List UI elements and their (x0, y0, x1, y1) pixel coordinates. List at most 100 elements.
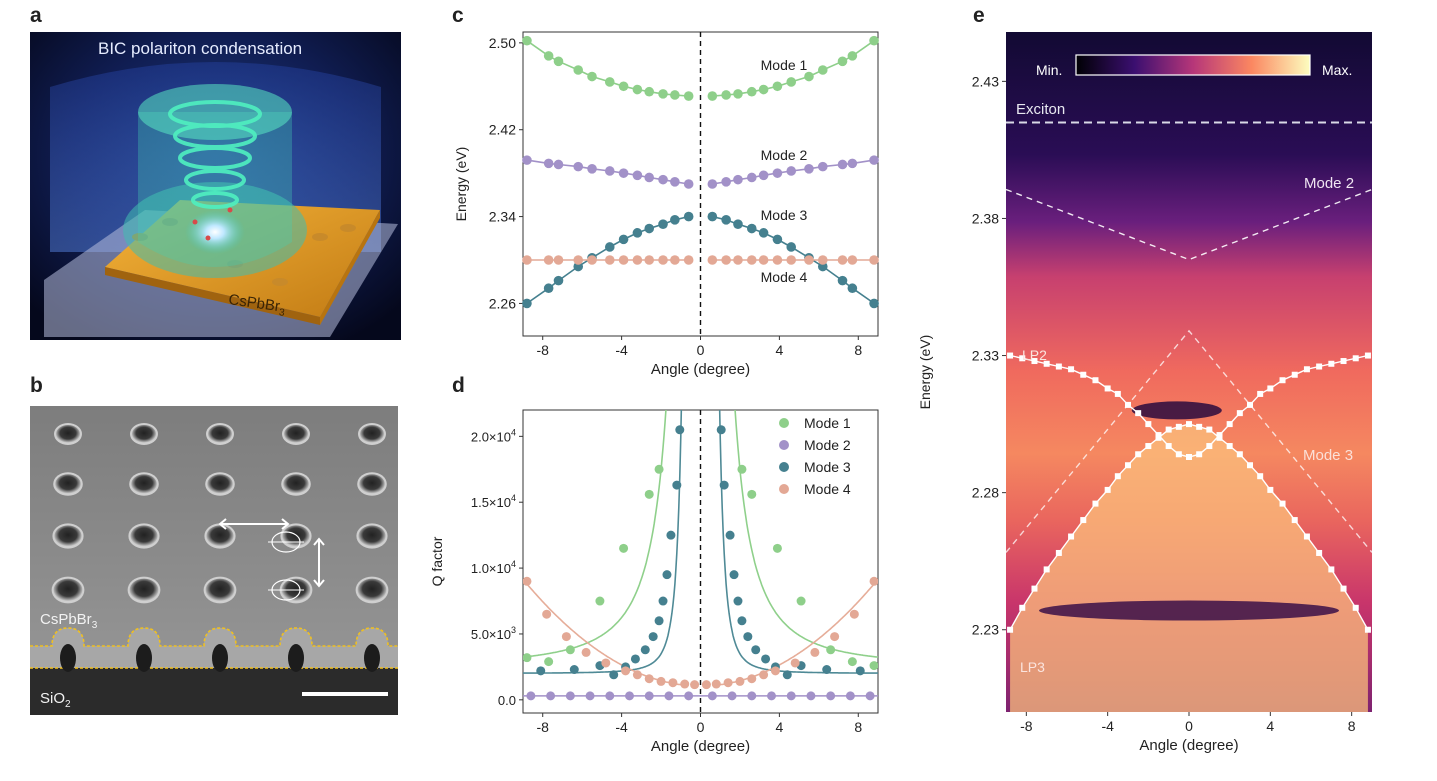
chart-d-point (523, 653, 532, 663)
chart-e-lp3-point (1068, 533, 1075, 540)
chart-c-series-label: Mode 1 (761, 57, 808, 73)
chart-e-lp3-point (1352, 604, 1359, 611)
chart-e-lp3-point (1165, 426, 1172, 433)
chart-d-point (654, 464, 664, 474)
chart-e-dark-band (1039, 600, 1339, 621)
chart-c-point (786, 255, 797, 265)
chart-e-lp2-point (1340, 358, 1347, 365)
chart-c-point (573, 261, 584, 272)
chart-d-point (601, 658, 611, 668)
chart-c-point (632, 255, 643, 265)
chart-c-point (772, 255, 783, 265)
chart-c-point (632, 228, 643, 238)
chart-c-point (869, 298, 879, 309)
chart-d-point (701, 680, 711, 690)
chart-d-point (711, 679, 721, 689)
chart-d-point (810, 647, 820, 657)
chart-c-point (733, 174, 743, 185)
chart-d-point (735, 676, 745, 686)
chart-e-lp3-point (1031, 585, 1038, 592)
chart-d-point (668, 678, 678, 688)
chart-d-point (782, 670, 792, 680)
chart-e-lp3-point (1247, 462, 1253, 469)
chart-e-lp3-point (1340, 585, 1347, 592)
chart-d-point (561, 632, 571, 642)
chart-c-frame (522, 31, 879, 337)
chart-c-series-label: Mode 2 (761, 147, 808, 163)
chart-e-xtick-label: -8 (1020, 718, 1033, 734)
chart-c-point (618, 168, 629, 178)
chart-c-ytick-label: 2.34 (489, 209, 516, 225)
chart-c-point (522, 255, 532, 265)
chart-d-point (767, 691, 776, 701)
chart-d-point (658, 596, 668, 606)
chart-e-lp2-line (1009, 354, 1369, 458)
chart-c-point (721, 177, 731, 187)
chart-c-point (573, 255, 584, 265)
chart-d-xtick-label: 8 (854, 719, 862, 735)
chart-e-lp3-point (1279, 500, 1286, 507)
chart-d-ytick-label: 0.0 (498, 693, 516, 708)
panel-a-schematic: BIC polariton condensation CsPbBr3 (30, 32, 401, 340)
chart-d-point (581, 647, 591, 657)
chart-c-point (758, 84, 769, 95)
chart-d-point (595, 661, 605, 671)
chart-d-point (664, 691, 674, 701)
chart-c-point (707, 255, 718, 265)
chart-d-point (544, 657, 554, 667)
chart-e-lp2-point (1291, 371, 1298, 378)
chart-c-series-label: Mode 3 (761, 207, 808, 223)
chart-e-lp3-point (1216, 434, 1223, 441)
chart-c-point (837, 275, 848, 286)
chart-c-point (758, 170, 769, 181)
chart-d-ytick-label: 1.5×104 (471, 493, 516, 510)
chart-c-point (837, 159, 848, 170)
chart-e-lp2-point (1031, 358, 1038, 365)
chart-d-fit-curve (523, 578, 689, 687)
chart-e-lp3-point (1364, 626, 1371, 633)
chart-e-lp2-point (1226, 421, 1233, 428)
chart-e-exciton-label: Exciton (1016, 101, 1065, 118)
chart-d-point (747, 691, 757, 701)
chart-d-legend-marker (779, 462, 789, 472)
sem-hole-cross-section (60, 644, 76, 672)
chart-c-point (644, 86, 655, 97)
chart-c-point (746, 86, 757, 97)
panel-letter-b: b (30, 374, 43, 397)
chart-c-point (587, 164, 597, 174)
chart-c-point (847, 51, 858, 61)
chart-e-lp2-point (1257, 390, 1264, 397)
chart-c-point (746, 223, 757, 234)
chart-e-mode2-label: Mode 2 (1304, 175, 1354, 192)
chart-d-point (619, 543, 629, 553)
chart-c-point (869, 255, 879, 265)
chart-c-point (543, 51, 554, 61)
panel-letter-c: c (452, 4, 464, 27)
chart-c-point (786, 77, 797, 87)
chart-d-point (565, 645, 575, 655)
chart-e-lp2-point (1080, 371, 1087, 378)
chart-e-lp2-point (1165, 443, 1172, 450)
chart-d-point (542, 609, 552, 619)
chart-c-ytick-label: 2.42 (489, 122, 516, 138)
panel-b-illustration: CsPbBr3 SiO2 (30, 406, 398, 715)
sem-hole (208, 425, 232, 443)
chart-d-point (869, 661, 878, 671)
chart-d-point (737, 616, 747, 626)
chart-d-point (786, 691, 796, 701)
chart-e-lp2-point (1145, 421, 1152, 428)
chart-c-point (707, 91, 718, 101)
chart-c-point (804, 255, 814, 265)
chart-c-point (746, 172, 757, 183)
chart-e-lp2-point (1206, 443, 1213, 450)
chart-c-point (746, 255, 757, 265)
chart-d-point (707, 691, 717, 701)
chart-d-point (727, 691, 737, 701)
chart-d-xtick-label: -4 (615, 719, 628, 735)
chart-e-xtick-label: -4 (1101, 718, 1114, 734)
chart-d-point (654, 616, 664, 626)
chart-d-point (526, 691, 536, 701)
chart-c-xtick-label: 8 (854, 342, 862, 358)
chart-d-point (621, 662, 631, 672)
sem-hole (207, 474, 233, 494)
